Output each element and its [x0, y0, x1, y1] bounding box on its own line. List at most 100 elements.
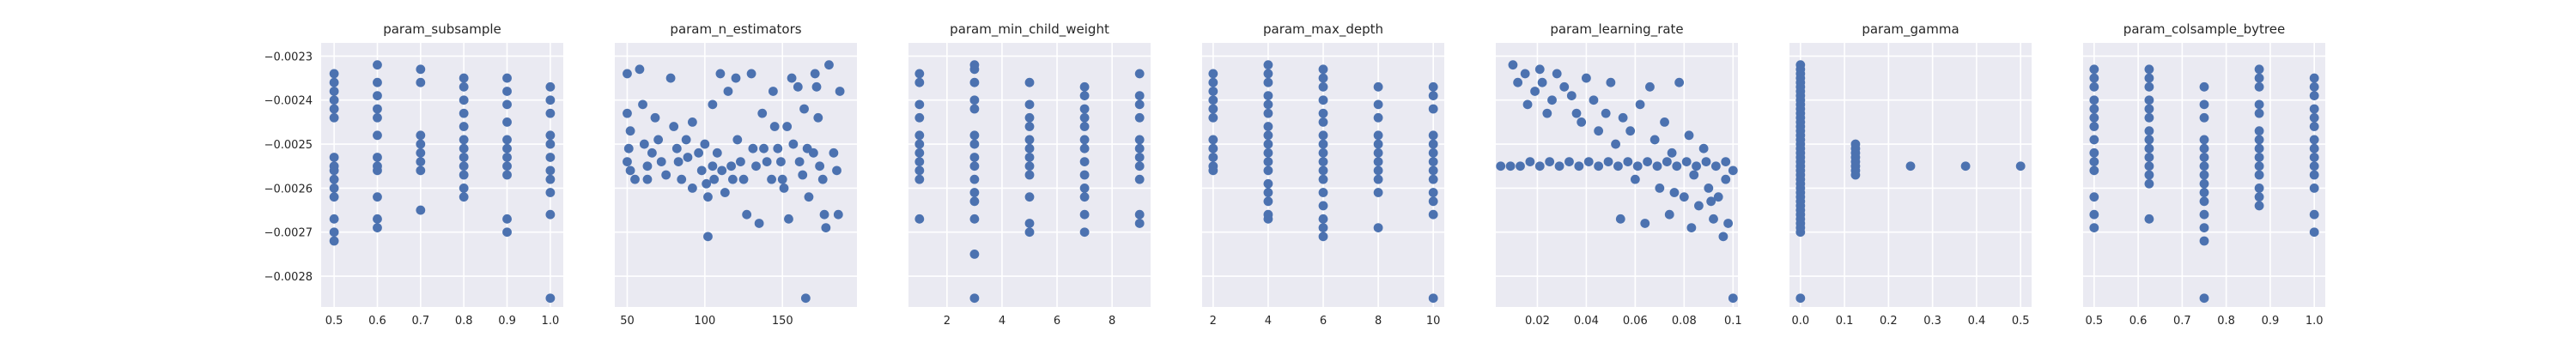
- data-point: [1728, 293, 1738, 304]
- data-point: [1615, 214, 1625, 224]
- data-point: [798, 170, 808, 180]
- data-point: [2254, 201, 2264, 211]
- data-point: [1318, 188, 1328, 197]
- data-point: [545, 293, 556, 304]
- data-point: [1134, 161, 1145, 172]
- data-point: [329, 77, 339, 87]
- data-point: [2199, 236, 2209, 246]
- data-point: [1024, 135, 1035, 145]
- data-point: [1594, 126, 1604, 136]
- data-point: [1508, 60, 1518, 70]
- y-tick-label: −0.0026: [264, 183, 313, 196]
- data-point: [1318, 117, 1328, 127]
- data-point: [969, 130, 980, 141]
- data-point: [545, 130, 556, 141]
- data-point: [1583, 157, 1594, 167]
- data-point: [687, 117, 697, 127]
- data-point: [969, 214, 980, 224]
- data-point: [1134, 219, 1145, 228]
- x-tick-label: 2: [944, 315, 951, 328]
- data-point: [1079, 192, 1090, 202]
- data-point: [794, 157, 805, 167]
- data-point: [703, 192, 713, 202]
- data-point: [502, 170, 512, 180]
- data-point: [2144, 143, 2154, 153]
- data-point: [669, 122, 679, 131]
- data-point: [1134, 99, 1145, 110]
- data-point: [2199, 161, 2209, 172]
- data-point: [1534, 64, 1545, 75]
- data-point: [1545, 157, 1555, 167]
- data-point: [2199, 196, 2209, 207]
- data-point: [1640, 219, 1650, 228]
- data-point: [373, 130, 382, 141]
- data-point: [731, 73, 741, 83]
- y-tick-label: −0.0024: [264, 95, 313, 108]
- data-point: [373, 214, 382, 224]
- data-point: [2089, 73, 2099, 83]
- data-point: [545, 165, 556, 176]
- data-point: [502, 161, 512, 172]
- data-point: [779, 184, 789, 193]
- data-point: [1428, 139, 1438, 149]
- data-point: [1428, 157, 1438, 167]
- data-point: [1667, 147, 1677, 158]
- data-point: [914, 69, 925, 79]
- data-point: [1589, 95, 1599, 105]
- data-point: [709, 174, 720, 184]
- data-point: [696, 165, 707, 176]
- data-point: [808, 147, 818, 158]
- data-point: [1318, 214, 1328, 224]
- data-point: [914, 112, 925, 123]
- data-point: [1318, 157, 1328, 167]
- data-point: [2309, 153, 2319, 162]
- data-point: [1564, 157, 1574, 167]
- data-point: [1635, 99, 1645, 110]
- data-point: [1625, 126, 1636, 136]
- data-point: [459, 95, 469, 105]
- data-point: [914, 139, 925, 149]
- data-point: [683, 153, 693, 162]
- data-point: [703, 232, 713, 242]
- plot-area: [321, 43, 563, 307]
- x-tick-label: 10: [1426, 315, 1441, 328]
- data-point: [329, 87, 339, 96]
- data-point: [2144, 73, 2154, 83]
- data-point: [623, 108, 632, 118]
- data-point: [1079, 227, 1090, 238]
- data-point: [768, 87, 778, 96]
- data-point: [1428, 130, 1438, 141]
- data-point: [1373, 157, 1383, 167]
- data-point: [732, 135, 743, 145]
- x-tick-label: 0.5: [2085, 315, 2103, 328]
- data-point: [2199, 223, 2209, 232]
- data-point: [673, 157, 683, 167]
- data-point: [708, 161, 718, 172]
- data-point: [1208, 135, 1218, 145]
- data-point: [762, 157, 772, 167]
- data-point: [1079, 112, 1090, 123]
- data-point: [1542, 108, 1552, 118]
- data-point: [1263, 130, 1273, 141]
- data-point: [1694, 201, 1704, 211]
- data-point: [2199, 293, 2209, 304]
- data-point: [1263, 91, 1273, 100]
- data-point: [2309, 143, 2319, 153]
- data-point: [2199, 153, 2209, 162]
- data-point: [2254, 64, 2264, 75]
- data-point: [1024, 122, 1035, 131]
- data-point: [1559, 81, 1570, 92]
- data-point: [969, 64, 980, 75]
- x-tick-label: 0.7: [2173, 315, 2191, 328]
- y-tick-label: −0.0028: [264, 271, 313, 284]
- data-point: [2144, 81, 2154, 92]
- data-point: [1655, 184, 1665, 193]
- data-point: [2199, 209, 2209, 220]
- x-tick-label: 1.0: [542, 315, 560, 328]
- x-tick-label: 0.0: [1791, 315, 1809, 328]
- data-point: [1606, 77, 1616, 87]
- data-point: [1134, 143, 1145, 153]
- data-point: [1669, 188, 1680, 197]
- data-point: [1603, 157, 1613, 167]
